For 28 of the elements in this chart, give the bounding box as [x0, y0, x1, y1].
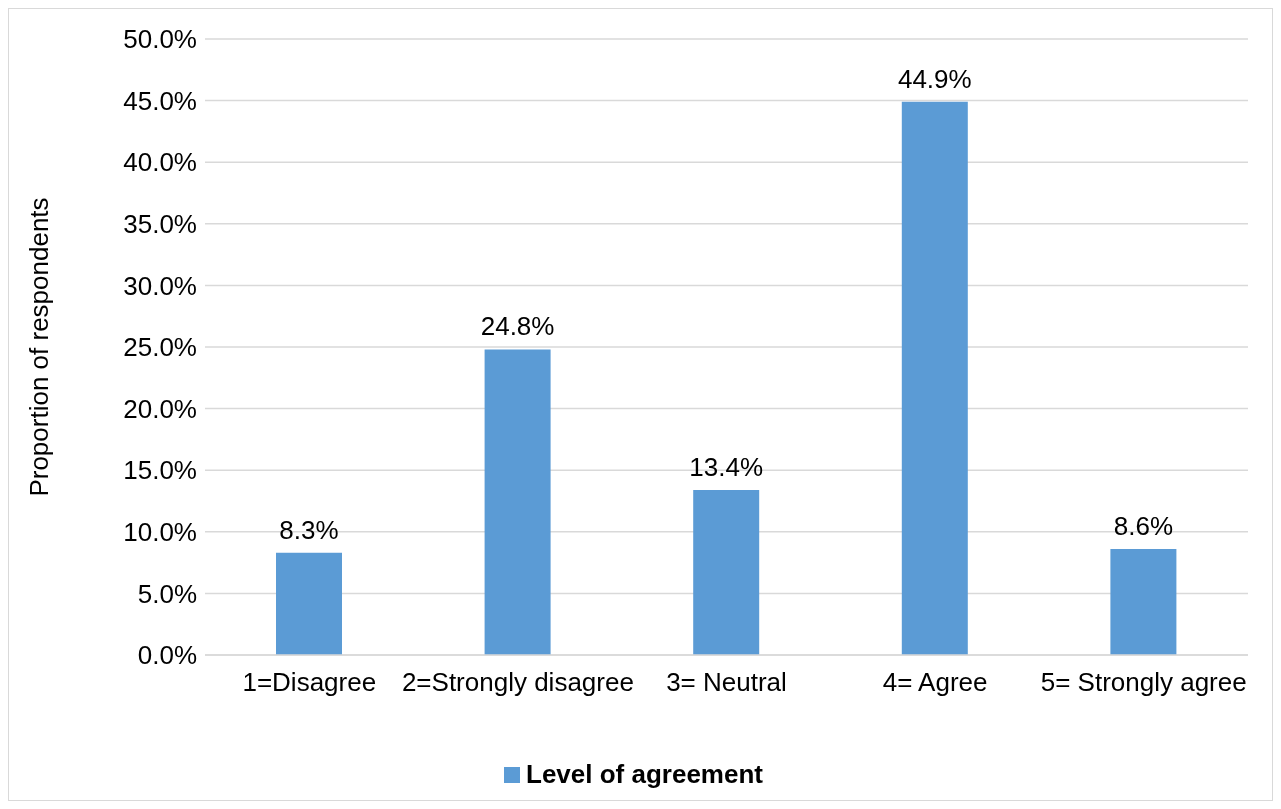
x-tick-label: 2=Strongly disagree [401, 667, 634, 698]
x-tick-label: 5= Strongly agree [1040, 667, 1247, 698]
y-tick-label: 20.0% [123, 393, 197, 424]
y-tick-label: 40.0% [123, 147, 197, 178]
data-label: 24.8% [480, 311, 555, 342]
bar [484, 349, 551, 655]
y-tick-label: 25.0% [123, 332, 197, 363]
data-label: 44.9% [897, 63, 972, 94]
y-axis-title: Proportion of respondents [24, 197, 55, 497]
y-tick-label: 10.0% [123, 517, 197, 548]
x-tick-label: 4= Agree [882, 667, 988, 698]
y-tick-label: 45.0% [123, 85, 197, 116]
legend-label: Level of agreement [526, 759, 763, 790]
x-tick-label: 3= Neutral [666, 667, 787, 698]
bar [693, 489, 760, 655]
bar [1110, 549, 1177, 655]
bar [901, 101, 968, 655]
y-tick-label: 35.0% [123, 209, 197, 240]
y-tick-label: 15.0% [123, 455, 197, 486]
y-tick-label: 50.0% [123, 24, 197, 55]
data-label: 8.6% [1113, 511, 1174, 542]
data-label: 13.4% [689, 451, 764, 482]
y-tick-label: 0.0% [137, 640, 197, 671]
bar [276, 552, 342, 655]
y-tick-label: 5.0% [137, 578, 197, 609]
data-label: 8.3% [279, 514, 339, 545]
y-tick-label: 30.0% [123, 270, 197, 301]
x-tick-label: 1=Disagree [242, 667, 377, 698]
